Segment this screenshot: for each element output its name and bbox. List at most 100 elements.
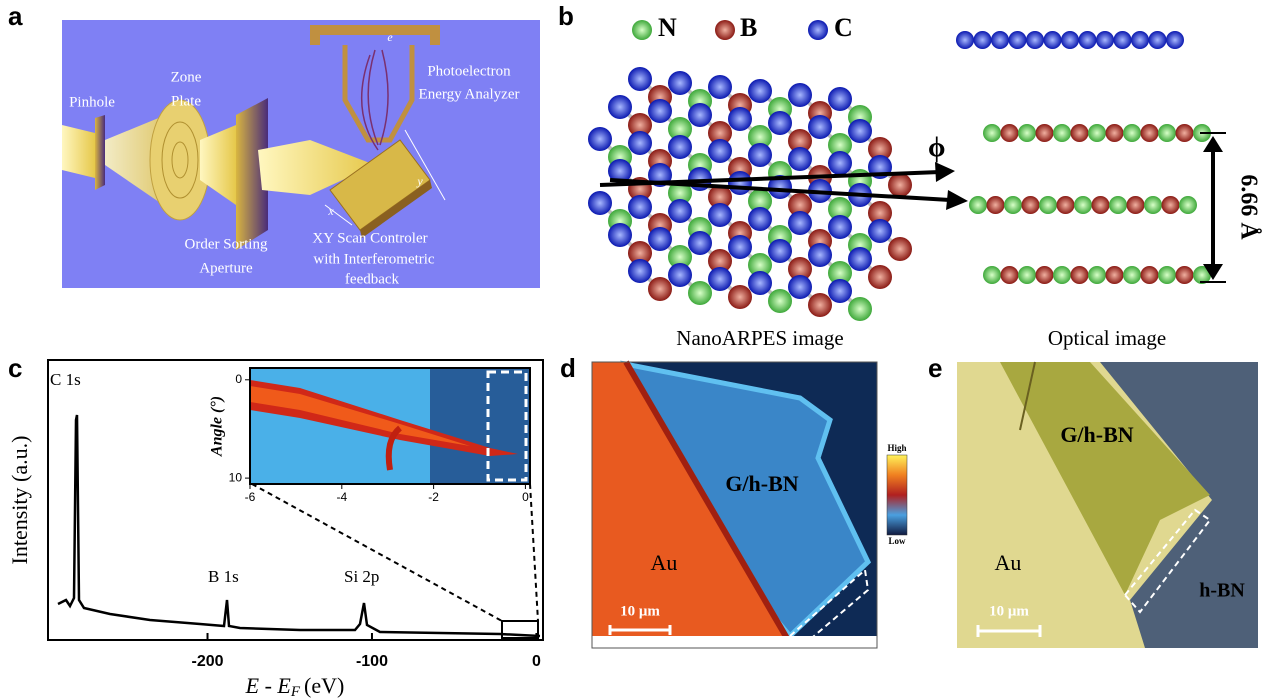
atom (1039, 196, 1057, 214)
atom (628, 259, 652, 283)
axis-label: y (416, 174, 423, 188)
atom (648, 227, 672, 251)
atom (728, 285, 752, 309)
atom (1079, 31, 1097, 49)
angle-symbol: ϕ (928, 132, 945, 163)
scale-bar-label: 10 μm (620, 603, 660, 619)
atom (828, 279, 852, 303)
atom (1158, 124, 1176, 142)
atom (983, 124, 1001, 142)
atom (1088, 124, 1106, 142)
region-label: Au (995, 550, 1022, 575)
atom (1061, 31, 1079, 49)
atom (1001, 266, 1019, 284)
x-tick-label: -200 (192, 653, 224, 670)
inset-y-label: Angle (°) (209, 396, 226, 457)
label: Order Sorting (185, 236, 268, 252)
atom (983, 266, 1001, 284)
atom (668, 135, 692, 159)
legend-label: N (658, 13, 677, 42)
legend-label: C (834, 13, 853, 42)
colorbar-label: Low (888, 536, 906, 546)
atom (708, 267, 732, 291)
label: Plate (171, 93, 201, 109)
label: Energy Analyzer (419, 86, 520, 102)
atom (1149, 31, 1167, 49)
atom (748, 79, 772, 103)
atom (588, 191, 612, 215)
x-tick-label: 0 (532, 653, 541, 670)
atom (828, 151, 852, 175)
inset-y-tick-label: 0 (235, 372, 242, 386)
atom (1026, 31, 1044, 49)
inset-image (250, 368, 530, 484)
atom (688, 103, 712, 127)
atom (768, 289, 792, 313)
peak-label: Si 2p (344, 567, 379, 586)
panel-label: a (8, 1, 23, 31)
inset-x-tick-label: -2 (428, 490, 439, 504)
atom (1004, 196, 1022, 214)
y-axis-label: Intensity (a.u.) (7, 436, 32, 565)
atom (1071, 124, 1089, 142)
colorbar (887, 455, 907, 535)
legend-label: B (740, 13, 757, 42)
panel-b: b N B C ϕ 6.66 Å (558, 1, 1262, 321)
atom (1162, 196, 1180, 214)
atom (788, 275, 812, 299)
atom (1036, 124, 1054, 142)
atom (628, 195, 652, 219)
atom (1141, 266, 1159, 284)
atom (1123, 124, 1141, 142)
atom (991, 31, 1009, 49)
atom (808, 293, 832, 317)
scale-bar-label: 10 μm (989, 603, 1029, 619)
atom (848, 247, 872, 271)
atom (1044, 31, 1062, 49)
atom (1123, 266, 1141, 284)
atom (1131, 31, 1149, 49)
atom (868, 219, 892, 243)
atom (588, 127, 612, 151)
atom (608, 95, 632, 119)
atom (848, 119, 872, 143)
atom (1018, 124, 1036, 142)
x-axis-label: E - EF(eV) (245, 673, 345, 700)
panel-title: Optical image (1048, 326, 1166, 350)
atom (1114, 31, 1132, 49)
atom (748, 143, 772, 167)
label: e (387, 30, 393, 44)
atom (1074, 196, 1092, 214)
atom (987, 196, 1005, 214)
atom (768, 111, 792, 135)
atom (768, 239, 792, 263)
atom (688, 231, 712, 255)
figure: a Pinhole Zone Plate Photoelectron Energ… (0, 0, 1263, 700)
atom (1071, 266, 1089, 284)
atom (828, 215, 852, 239)
atom (1106, 124, 1124, 142)
region-label: Au (651, 550, 678, 575)
panel-a-art (62, 20, 540, 288)
atom (888, 237, 912, 261)
atom (1158, 266, 1176, 284)
atom (608, 223, 632, 247)
atom (969, 196, 987, 214)
atom (648, 277, 672, 301)
atom (668, 263, 692, 287)
atom (728, 171, 752, 195)
atom (788, 83, 812, 107)
atom (1096, 31, 1114, 49)
panel-label: e (928, 353, 942, 383)
x-axis-label-main: E - E (245, 673, 292, 698)
atom (868, 265, 892, 289)
atom (1053, 266, 1071, 284)
label: XY Scan Controler (312, 230, 427, 246)
atom (748, 271, 772, 295)
atom (808, 115, 832, 139)
atom (668, 199, 692, 223)
atom (708, 75, 732, 99)
atom (648, 99, 672, 123)
panel-label: c (8, 353, 22, 383)
panel-c: c Intensity (a.u.) E - EF(eV) C 1s B 1s … (7, 353, 543, 700)
